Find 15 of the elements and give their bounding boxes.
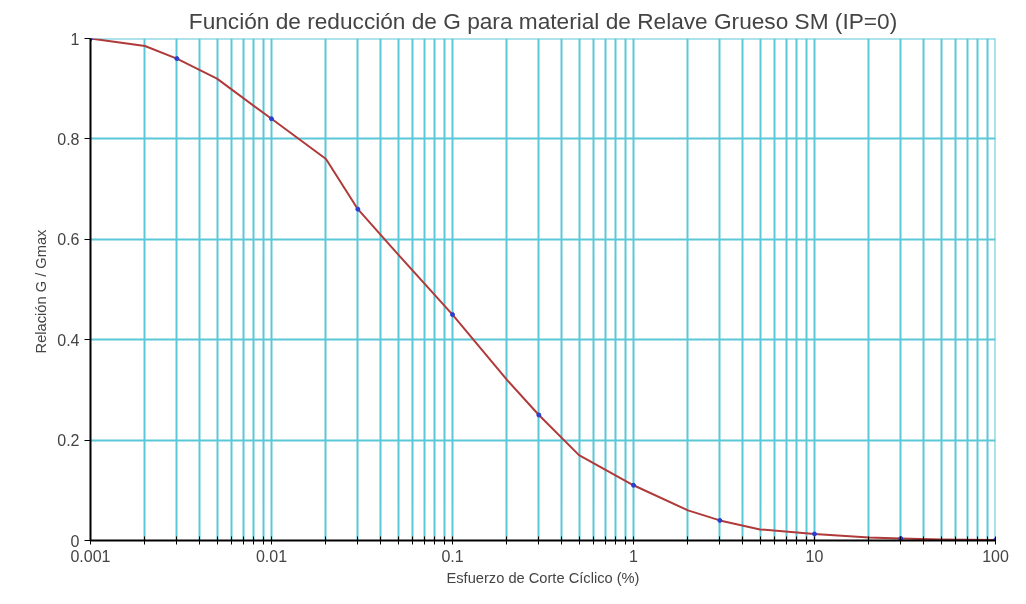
y-tick-label: 0.8	[57, 130, 80, 148]
x-tick-label: 0.01	[255, 547, 288, 565]
x-tick-label: 10	[805, 547, 824, 565]
x-tick-label: 0.001	[70, 547, 111, 565]
x-axis-title: Esfuerzo de Corte Cíclico (%)	[446, 569, 640, 586]
y-tick-label: 0	[70, 532, 80, 550]
y-tick-label: 1	[70, 30, 80, 48]
y-tick-label: 0.2	[57, 432, 80, 450]
y-axis-title: Relación G / Gmax	[33, 228, 50, 354]
y-tick-label: 0.4	[57, 331, 80, 349]
x-tick-label: 100	[982, 547, 1009, 565]
x-tick-label: 0.1	[441, 547, 464, 565]
chart-title: Función de reducción de G para material de Relave Grueso SM (IP=0)	[188, 7, 898, 34]
y-tick-label: 0.6	[57, 231, 80, 249]
x-tick-label: 1	[629, 547, 639, 565]
